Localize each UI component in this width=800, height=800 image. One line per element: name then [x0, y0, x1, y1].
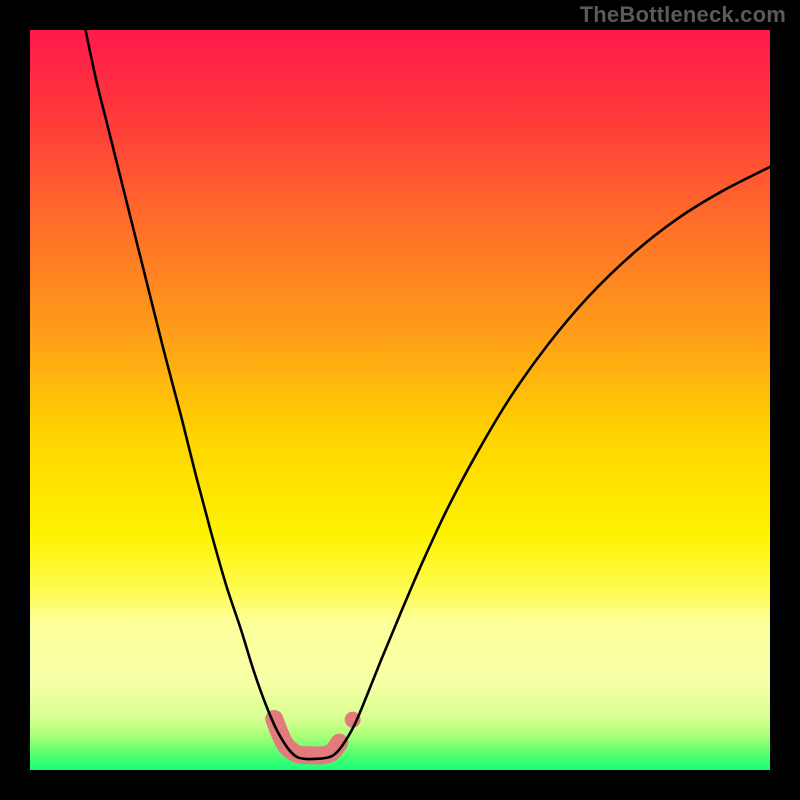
plot-background — [30, 30, 770, 770]
watermark-text: TheBottleneck.com — [580, 2, 786, 28]
plot-area — [30, 30, 770, 770]
bottleneck-chart — [30, 30, 770, 770]
chart-frame: TheBottleneck.com — [0, 0, 800, 800]
